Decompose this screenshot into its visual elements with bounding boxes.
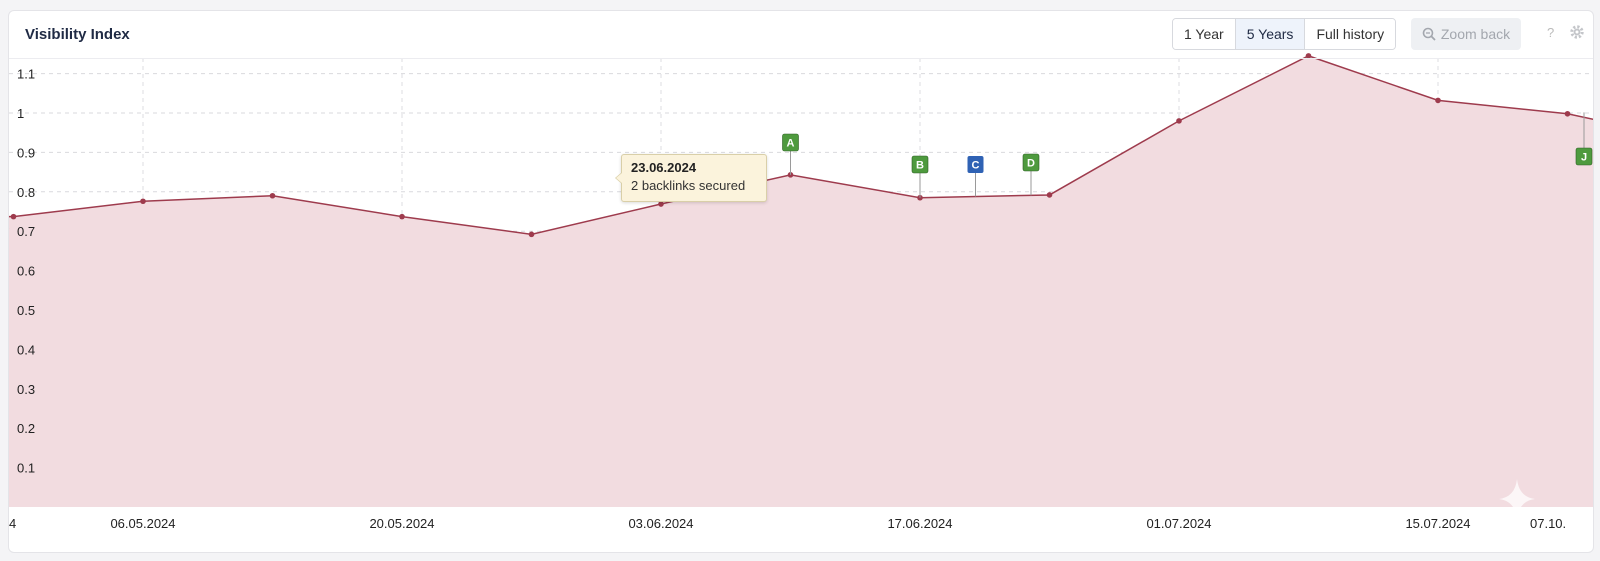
x-tick-label: 20.05.2024 — [369, 516, 434, 531]
event-flag — [1022, 153, 1040, 172]
event-flag-label: J — [1581, 152, 1587, 164]
y-tick-label: 0.4 — [17, 342, 35, 357]
event-flag-label: A — [787, 138, 795, 150]
range-1-year-button[interactable]: 1 Year — [1173, 19, 1236, 49]
x-tick-label: 15.07.2024 — [1405, 516, 1470, 531]
area-fill — [9, 55, 1593, 507]
x-tick-label: 4 — [9, 516, 16, 531]
range-5-years-button[interactable]: 5 Years — [1235, 19, 1306, 49]
zoom-back-label: Zoom back — [1440, 26, 1511, 42]
y-tick-label: 0.1 — [17, 461, 35, 476]
y-tick-label: 1.1 — [17, 67, 35, 82]
data-point — [658, 201, 664, 207]
x-tick-label: 07.10. — [1530, 516, 1566, 531]
event-flag — [1575, 147, 1593, 166]
sparkle-icon — [1499, 479, 1535, 519]
tooltip-text: 2 backlinks secured — [631, 178, 746, 193]
help-icon[interactable]: ? — [1547, 25, 1555, 40]
y-tick-label: 0.5 — [17, 303, 35, 318]
event-marker-c[interactable]: C — [967, 156, 984, 197]
data-point — [140, 198, 146, 205]
gear-icon[interactable] — [1569, 24, 1585, 40]
data-point — [269, 192, 276, 199]
x-tick-label: 17.06.2024 — [887, 516, 952, 531]
event-marker-j[interactable]: J — [1575, 112, 1593, 166]
y-tick-label: 0.2 — [17, 421, 35, 436]
y-tick-label: 0.8 — [17, 185, 35, 200]
y-tick-label: 0.6 — [17, 264, 35, 279]
range-full-history-button[interactable]: Full history — [1305, 19, 1396, 49]
data-point — [10, 213, 17, 220]
magnifier-icon — [1422, 27, 1436, 41]
event-flag-label: C — [972, 160, 980, 172]
event-marker-d[interactable]: D — [1022, 153, 1040, 196]
event-flag-label: D — [1027, 158, 1035, 170]
y-tick-label: 0.9 — [17, 145, 35, 160]
data-point — [1176, 118, 1182, 124]
zoom-back-button[interactable]: Zoom back — [1411, 18, 1521, 50]
visibility-index-panel: 0.1 0.2 0.3 0.4 0.5 0.6 0.7 0.8 0.9 1 1.1 4 06.05.20… — [8, 10, 1594, 553]
data-point — [1305, 53, 1312, 59]
range-selector: 1 Year 5 Years Full history — [1172, 18, 1397, 50]
x-tick-label: 03.06.2024 — [628, 516, 693, 531]
data-point — [1564, 110, 1571, 117]
y-tick-label: 0.7 — [17, 224, 35, 239]
tooltip-date: 23.06.2024 — [631, 160, 697, 175]
y-tick-label: 1 — [17, 106, 24, 121]
x-tick-label: 06.05.2024 — [110, 516, 175, 531]
x-tick-label: 01.07.2024 — [1146, 516, 1211, 531]
data-point — [528, 231, 535, 238]
event-flag — [967, 156, 984, 173]
event-flag — [911, 155, 929, 174]
panel-header: Visibility Index 1 Year 5 Years Full his… — [9, 11, 1593, 59]
event-marker-a[interactable]: A — [782, 133, 799, 175]
event-flag — [782, 133, 799, 152]
event-tooltip: 23.06.2024 2 backlinks secured — [615, 154, 767, 202]
data-point — [1435, 97, 1441, 104]
data-point — [1046, 192, 1053, 198]
data-point — [399, 213, 405, 220]
visibility-chart[interactable]: 0.1 0.2 0.3 0.4 0.5 0.6 0.7 0.8 0.9 1 1.1 4 06.05.20… — [9, 11, 1593, 552]
panel-title: Visibility Index — [25, 26, 130, 43]
event-flag-label: B — [916, 160, 924, 172]
event-marker-b[interactable]: B — [911, 155, 929, 198]
y-tick-label: 0.3 — [17, 382, 35, 397]
